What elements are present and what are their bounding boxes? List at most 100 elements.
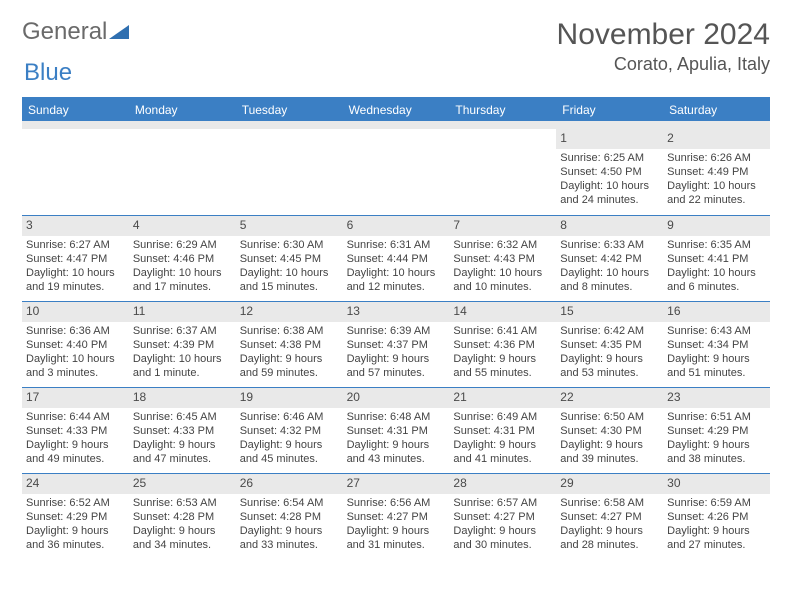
day-daylight: Daylight: 10 hours and 6 minutes. bbox=[667, 266, 766, 295]
day-sunset: Sunset: 4:29 PM bbox=[667, 424, 766, 438]
day-number: 19 bbox=[236, 388, 343, 408]
day-header: Friday bbox=[556, 99, 663, 121]
calendar-cell bbox=[129, 129, 236, 215]
day-number: 4 bbox=[129, 216, 236, 236]
calendar-cell: 14Sunrise: 6:41 AMSunset: 4:36 PMDayligh… bbox=[449, 301, 556, 387]
day-sunrise: Sunrise: 6:39 AM bbox=[347, 324, 446, 338]
day-sunrise: Sunrise: 6:43 AM bbox=[667, 324, 766, 338]
calendar-cell bbox=[449, 129, 556, 215]
day-number: 29 bbox=[556, 474, 663, 494]
day-daylight: Daylight: 9 hours and 49 minutes. bbox=[26, 438, 125, 467]
day-header: Wednesday bbox=[343, 99, 450, 121]
day-sunrise: Sunrise: 6:30 AM bbox=[240, 238, 339, 252]
day-sunset: Sunset: 4:28 PM bbox=[133, 510, 232, 524]
day-sunrise: Sunrise: 6:53 AM bbox=[133, 496, 232, 510]
calendar-cell: 29Sunrise: 6:58 AMSunset: 4:27 PMDayligh… bbox=[556, 473, 663, 559]
day-sunrise: Sunrise: 6:45 AM bbox=[133, 410, 232, 424]
calendar-cell: 12Sunrise: 6:38 AMSunset: 4:38 PMDayligh… bbox=[236, 301, 343, 387]
calendar-cell bbox=[236, 129, 343, 215]
day-daylight: Daylight: 9 hours and 30 minutes. bbox=[453, 524, 552, 553]
day-number: 13 bbox=[343, 302, 450, 322]
day-sunrise: Sunrise: 6:56 AM bbox=[347, 496, 446, 510]
day-number: 10 bbox=[22, 302, 129, 322]
calendar-cell: 20Sunrise: 6:48 AMSunset: 4:31 PMDayligh… bbox=[343, 387, 450, 473]
day-sunset: Sunset: 4:44 PM bbox=[347, 252, 446, 266]
calendar-cell: 16 Sunrise: 6:43 AMSunset: 4:34 PMDayligh… bbox=[663, 301, 770, 387]
day-number: 27 bbox=[343, 474, 450, 494]
calendar-cell: 17Sunrise: 6:44 AMSunset: 4:33 PMDayligh… bbox=[22, 387, 129, 473]
calendar-cell: 26Sunrise: 6:54 AMSunset: 4:28 PMDayligh… bbox=[236, 473, 343, 559]
day-number: 25 bbox=[129, 474, 236, 494]
day-sunrise: Sunrise: 6:38 AM bbox=[240, 324, 339, 338]
calendar-cell: 22 Sunrise: 6:50 AMSunset: 4:30 PMDayligh… bbox=[556, 387, 663, 473]
day-daylight: Daylight: 9 hours and 28 minutes. bbox=[560, 524, 659, 553]
day-daylight: Daylight: 10 hours and 8 minutes. bbox=[560, 266, 659, 295]
day-daylight: Daylight: 9 hours and 43 minutes. bbox=[347, 438, 446, 467]
day-number: 22 bbox=[556, 388, 663, 408]
day-sunset: Sunset: 4:29 PM bbox=[26, 510, 125, 524]
day-sunset: Sunset: 4:33 PM bbox=[133, 424, 232, 438]
day-number: 15 bbox=[556, 302, 663, 322]
day-sunrise: Sunrise: 6:37 AM bbox=[133, 324, 232, 338]
day-sunset: Sunset: 4:27 PM bbox=[347, 510, 446, 524]
day-sunrise: Sunrise: 6:33 AM bbox=[560, 238, 659, 252]
calendar-grid: SundayMondayTuesdayWednesdayThursdayFrid… bbox=[22, 97, 770, 559]
calendar-cell: 6Sunrise: 6:31 AMSunset: 4:44 PMDaylight… bbox=[343, 215, 450, 301]
day-daylight: Daylight: 9 hours and 51 minutes. bbox=[667, 352, 766, 381]
day-daylight: Daylight: 9 hours and 39 minutes. bbox=[560, 438, 659, 467]
day-number: 24 bbox=[22, 474, 129, 494]
calendar-cell: 3Sunrise: 6:27 AMSunset: 4:47 PMDaylight… bbox=[22, 215, 129, 301]
day-sunrise: Sunrise: 6:49 AM bbox=[453, 410, 552, 424]
day-header: Sunday bbox=[22, 99, 129, 121]
day-sunrise: Sunrise: 6:27 AM bbox=[26, 238, 125, 252]
day-number: 1 bbox=[556, 129, 663, 149]
day-sunset: Sunset: 4:36 PM bbox=[453, 338, 552, 352]
day-daylight: Daylight: 9 hours and 27 minutes. bbox=[667, 524, 766, 553]
day-number: 6 bbox=[343, 216, 450, 236]
day-sunrise: Sunrise: 6:31 AM bbox=[347, 238, 446, 252]
day-daylight: Daylight: 10 hours and 10 minutes. bbox=[453, 266, 552, 295]
triangle-icon bbox=[109, 18, 129, 46]
day-sunset: Sunset: 4:35 PM bbox=[560, 338, 659, 352]
day-sunset: Sunset: 4:38 PM bbox=[240, 338, 339, 352]
day-daylight: Daylight: 9 hours and 41 minutes. bbox=[453, 438, 552, 467]
day-sunrise: Sunrise: 6:57 AM bbox=[453, 496, 552, 510]
day-sunrise: Sunrise: 6:54 AM bbox=[240, 496, 339, 510]
day-sunset: Sunset: 4:26 PM bbox=[667, 510, 766, 524]
day-daylight: Daylight: 10 hours and 15 minutes. bbox=[240, 266, 339, 295]
day-sunset: Sunset: 4:34 PM bbox=[667, 338, 766, 352]
day-sunset: Sunset: 4:30 PM bbox=[560, 424, 659, 438]
header-spacer bbox=[22, 121, 770, 129]
day-sunset: Sunset: 4:49 PM bbox=[667, 165, 766, 179]
day-number: 18 bbox=[129, 388, 236, 408]
day-number: 8 bbox=[556, 216, 663, 236]
day-daylight: Daylight: 9 hours and 45 minutes. bbox=[240, 438, 339, 467]
location: Corato, Apulia, Italy bbox=[557, 54, 770, 75]
day-sunset: Sunset: 4:31 PM bbox=[453, 424, 552, 438]
day-number: 16 bbox=[663, 302, 770, 322]
day-sunset: Sunset: 4:28 PM bbox=[240, 510, 339, 524]
calendar-cell: 2Sunrise: 6:26 AMSunset: 4:49 PMDaylight… bbox=[663, 129, 770, 215]
month-title: November 2024 bbox=[557, 18, 770, 52]
day-daylight: Daylight: 9 hours and 59 minutes. bbox=[240, 352, 339, 381]
day-sunrise: Sunrise: 6:58 AM bbox=[560, 496, 659, 510]
day-sunrise: Sunrise: 6:36 AM bbox=[26, 324, 125, 338]
calendar-cell: 4Sunrise: 6:29 AMSunset: 4:46 PMDaylight… bbox=[129, 215, 236, 301]
calendar-cell: 13Sunrise: 6:39 AMSunset: 4:37 PMDayligh… bbox=[343, 301, 450, 387]
day-number: 30 bbox=[663, 474, 770, 494]
day-header: Thursday bbox=[449, 99, 556, 121]
day-daylight: Daylight: 10 hours and 3 minutes. bbox=[26, 352, 125, 381]
day-sunset: Sunset: 4:42 PM bbox=[560, 252, 659, 266]
day-sunrise: Sunrise: 6:59 AM bbox=[667, 496, 766, 510]
day-number: 20 bbox=[343, 388, 450, 408]
day-daylight: Daylight: 10 hours and 17 minutes. bbox=[133, 266, 232, 295]
day-number: 23 bbox=[663, 388, 770, 408]
day-sunset: Sunset: 4:32 PM bbox=[240, 424, 339, 438]
day-sunrise: Sunrise: 6:25 AM bbox=[560, 151, 659, 165]
day-daylight: Daylight: 9 hours and 53 minutes. bbox=[560, 352, 659, 381]
day-sunset: Sunset: 4:43 PM bbox=[453, 252, 552, 266]
day-sunrise: Sunrise: 6:50 AM bbox=[560, 410, 659, 424]
day-daylight: Daylight: 9 hours and 33 minutes. bbox=[240, 524, 339, 553]
day-sunset: Sunset: 4:31 PM bbox=[347, 424, 446, 438]
day-sunrise: Sunrise: 6:42 AM bbox=[560, 324, 659, 338]
